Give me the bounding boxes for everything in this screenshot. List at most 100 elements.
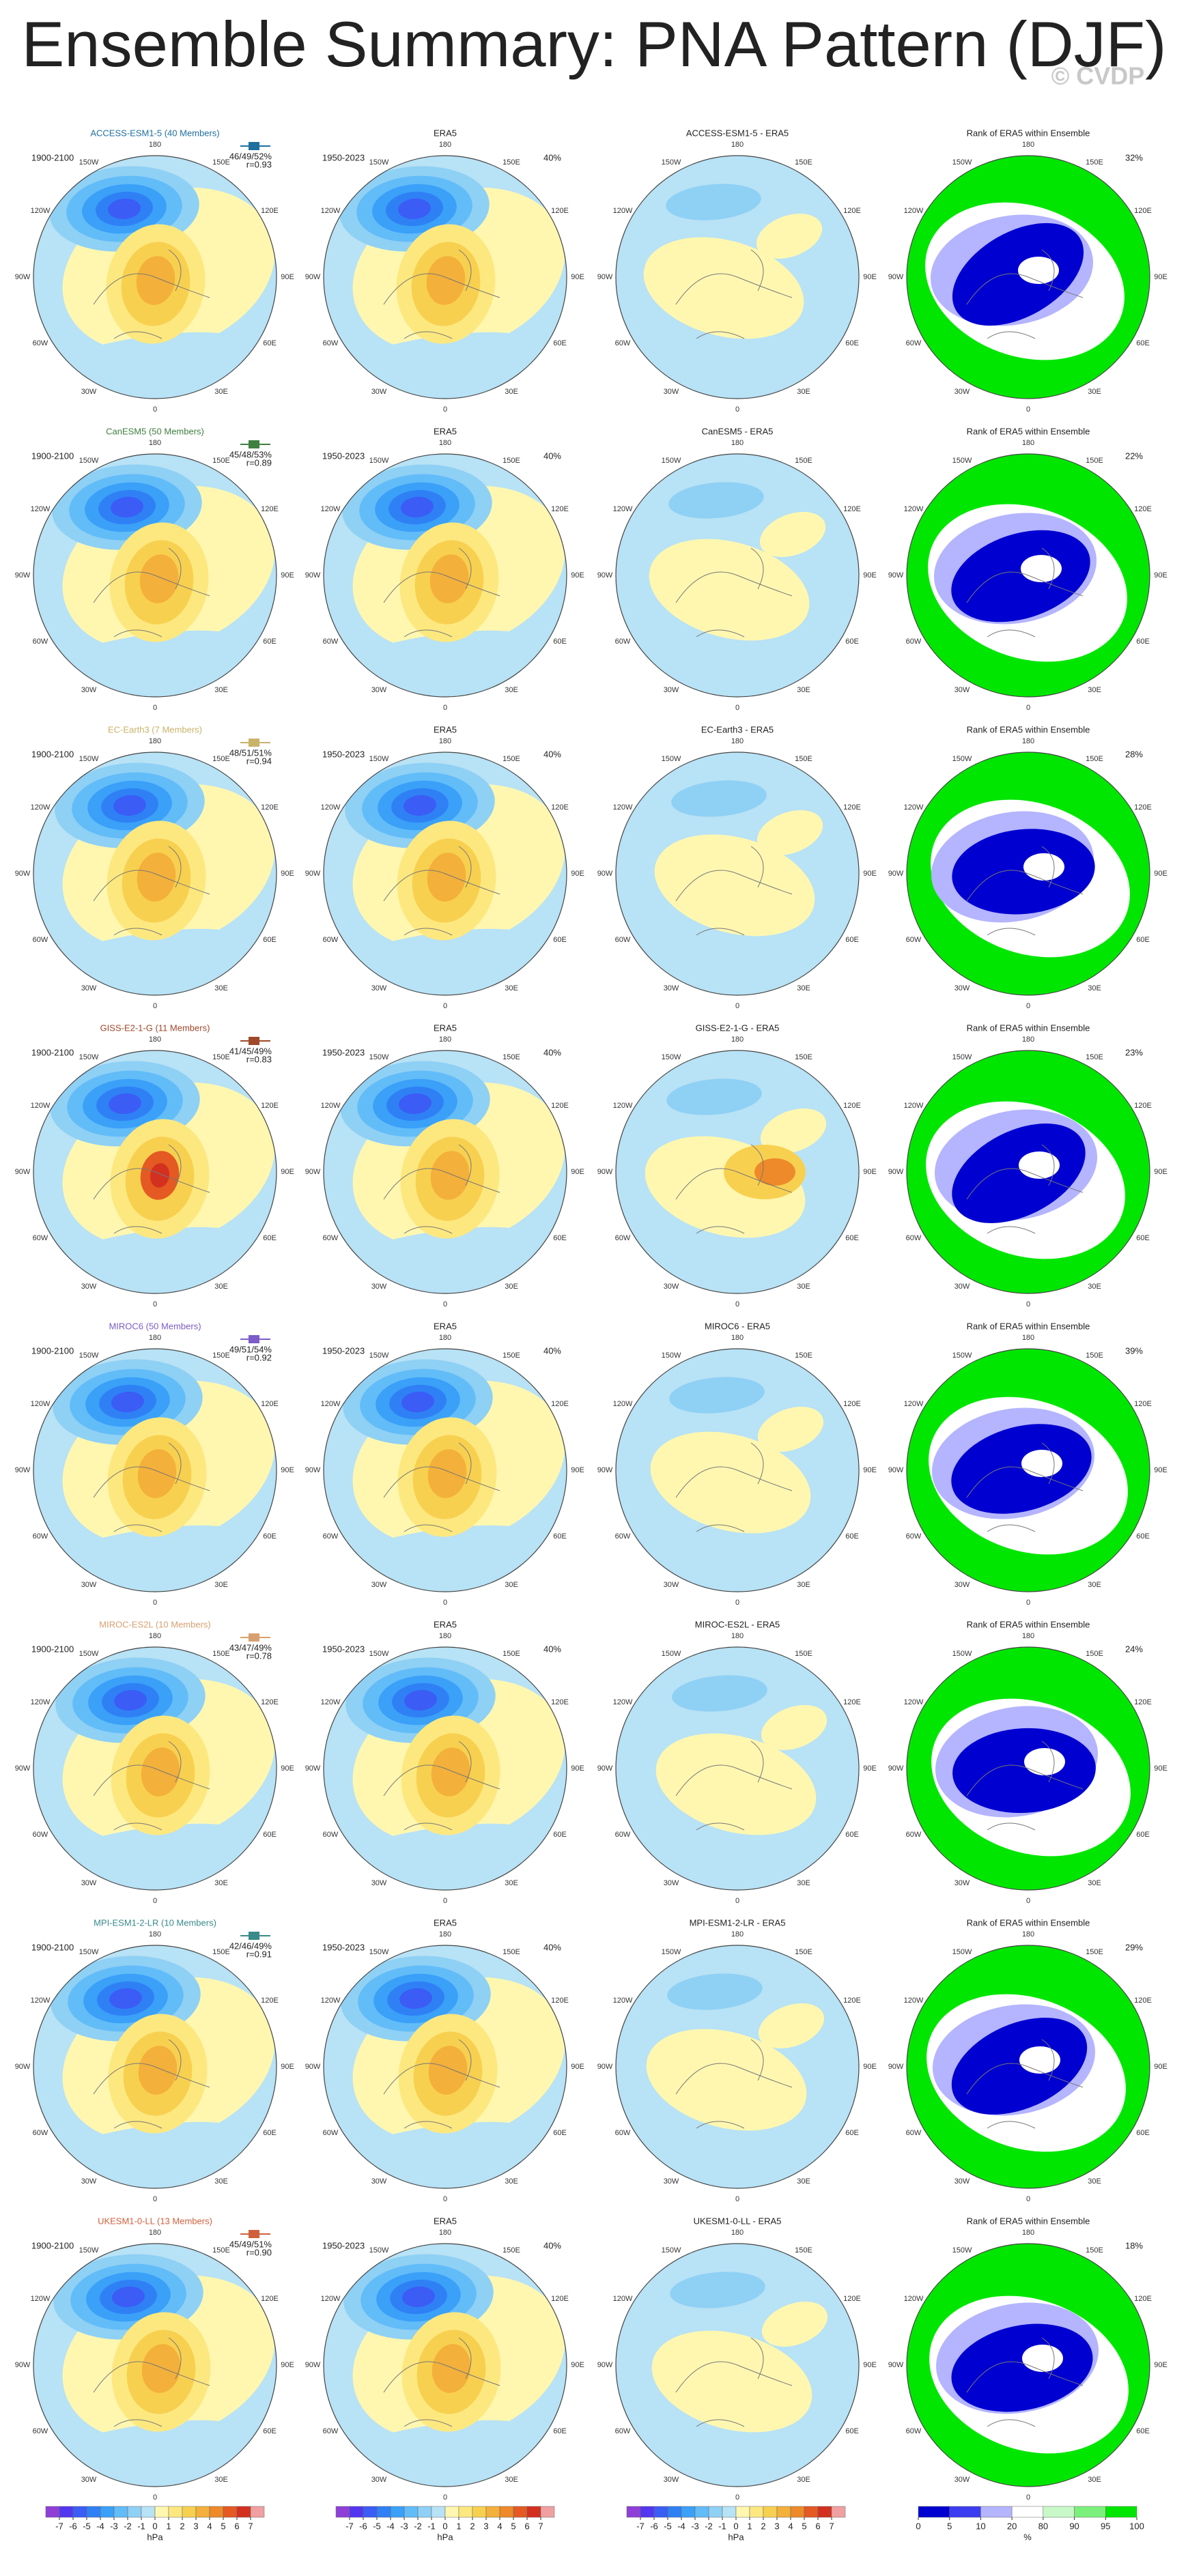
longitude-label: 150E: [212, 2246, 230, 2255]
longitude-label: 30W: [371, 2476, 387, 2484]
positive-region: [646, 2029, 807, 2131]
longitude-label: 60E: [263, 936, 277, 944]
figure-title: Ensemble Summary: PNA Pattern (DJF): [22, 8, 1167, 80]
longitude-label: 120W: [613, 1698, 633, 1706]
longitude-label: 120W: [904, 1997, 924, 2005]
longitude-label: 150W: [662, 158, 681, 167]
colorbar-box: [1105, 2506, 1137, 2518]
longitude-label: 90W: [597, 571, 613, 579]
colorbar-tick-label: 90: [1069, 2521, 1079, 2531]
longitude-label: 90E: [863, 273, 877, 281]
map: [616, 2244, 859, 2487]
longitude-label: 120W: [613, 1102, 633, 1110]
longitude-label: 90W: [15, 571, 31, 579]
longitude-label: 120W: [321, 803, 341, 812]
blue-region: [951, 530, 1090, 622]
colorbar-tick-label: -6: [69, 2521, 77, 2531]
longitude-label: 120W: [321, 207, 341, 215]
negative-core: [402, 2286, 435, 2308]
longitude-label: 60W: [906, 1532, 922, 1541]
longitude-label: 30W: [664, 2476, 679, 2484]
longitude-label: 60W: [323, 1831, 339, 1839]
longitude-label: 180: [439, 2229, 451, 2237]
longitude-label: 120W: [31, 2295, 51, 2303]
longitude-label: 180: [731, 141, 744, 149]
map-border: [906, 1646, 1150, 1891]
longitude-label: 30W: [81, 388, 97, 396]
colorbar-box: [209, 2506, 224, 2518]
longitude-label: 120W: [613, 505, 633, 513]
spread-box: [249, 1633, 259, 1642]
coastline: [966, 1741, 1084, 1831]
longitude-label: 120E: [261, 1997, 279, 2005]
era5-percent: 40%: [543, 1047, 561, 1057]
colorbar-tick-label: 6: [234, 2521, 239, 2531]
negative-core: [112, 2286, 145, 2308]
colorbar-box: [640, 2506, 655, 2518]
longitude-label: 120E: [551, 1102, 569, 1110]
colorbar-tick-label: 4: [207, 2521, 212, 2531]
coastline: [966, 547, 1084, 638]
longitude-label: 90E: [281, 870, 294, 878]
longitude-label: 120E: [261, 505, 279, 513]
longitude-label: 150W: [79, 1948, 99, 1956]
longitude-label: 90W: [888, 2361, 904, 2369]
longitude-label: 120W: [613, 2295, 633, 2303]
colorbar-tick-label: 95: [1101, 2521, 1110, 2531]
longitude-label: 90E: [281, 1168, 294, 1176]
map-border: [615, 1348, 860, 1592]
rank-title: Rank of ERA5 within Ensemble: [967, 426, 1090, 436]
era5-period: 1950-2023: [322, 450, 365, 461]
era5-title: ERA5: [434, 128, 457, 138]
colorbar-box: [141, 2506, 156, 2518]
longitude-label: 60E: [553, 1234, 567, 1242]
rank-title: Rank of ERA5 within Ensemble: [967, 2216, 1090, 2226]
longitude-label: 60W: [33, 1532, 48, 1541]
longitude-label: 60E: [263, 339, 277, 347]
longitude-label: 30E: [214, 984, 228, 992]
longitude-label: 0: [735, 1897, 739, 1905]
longitude-label: 150E: [503, 1650, 520, 1658]
era5-period: 1950-2023: [322, 1644, 365, 1654]
positive-core: [429, 554, 469, 603]
blue-region: [952, 829, 1095, 915]
longitude-label: 120W: [904, 207, 924, 215]
longitude-label: 120W: [31, 505, 51, 513]
map: [33, 1349, 277, 1592]
longitude-label: 120W: [904, 1102, 924, 1110]
longitude-label: 0: [153, 1002, 157, 1010]
map-border: [615, 1050, 860, 1294]
longitude-label: 120E: [843, 803, 861, 812]
negative-patch: [672, 1675, 767, 1712]
negative-core: [398, 198, 431, 220]
positive-region: [655, 1733, 817, 1835]
longitude-label: 180: [149, 439, 161, 447]
colorbar-tick-label: 0: [733, 2521, 738, 2531]
longitude-label: 30W: [81, 1581, 97, 1589]
longitude-label: 90E: [281, 1764, 294, 1773]
colorbar-tick-label: -3: [691, 2521, 699, 2531]
longitude-label: 0: [1026, 1599, 1030, 1607]
colorbar-box: [708, 2506, 723, 2518]
longitude-label: 60W: [906, 936, 922, 944]
longitude-label: 180: [731, 1334, 744, 1342]
longitude-label: 0: [1026, 1002, 1030, 1010]
longitude-label: 90E: [571, 273, 584, 281]
longitude-label: 90W: [305, 2063, 321, 2071]
era5-percent: 40%: [543, 152, 561, 162]
longitude-label: 180: [1022, 737, 1034, 745]
longitude-label: 60E: [1136, 1234, 1150, 1242]
map: [33, 156, 277, 399]
longitude-label: 180: [1022, 1334, 1034, 1342]
colorbar-tick-label: 1: [747, 2521, 752, 2531]
longitude-label: 150E: [1086, 1351, 1103, 1360]
colorbar-tick-label: 5: [511, 2521, 515, 2531]
longitude-label: 90E: [281, 1466, 294, 1474]
map: [33, 1647, 277, 1890]
colorbar-box: [831, 2506, 846, 2518]
longitude-label: 30W: [664, 1283, 679, 1291]
colorbar-box: [444, 2506, 459, 2518]
longitude-label: 60E: [1136, 339, 1150, 347]
longitude-label: 180: [439, 1334, 451, 1342]
